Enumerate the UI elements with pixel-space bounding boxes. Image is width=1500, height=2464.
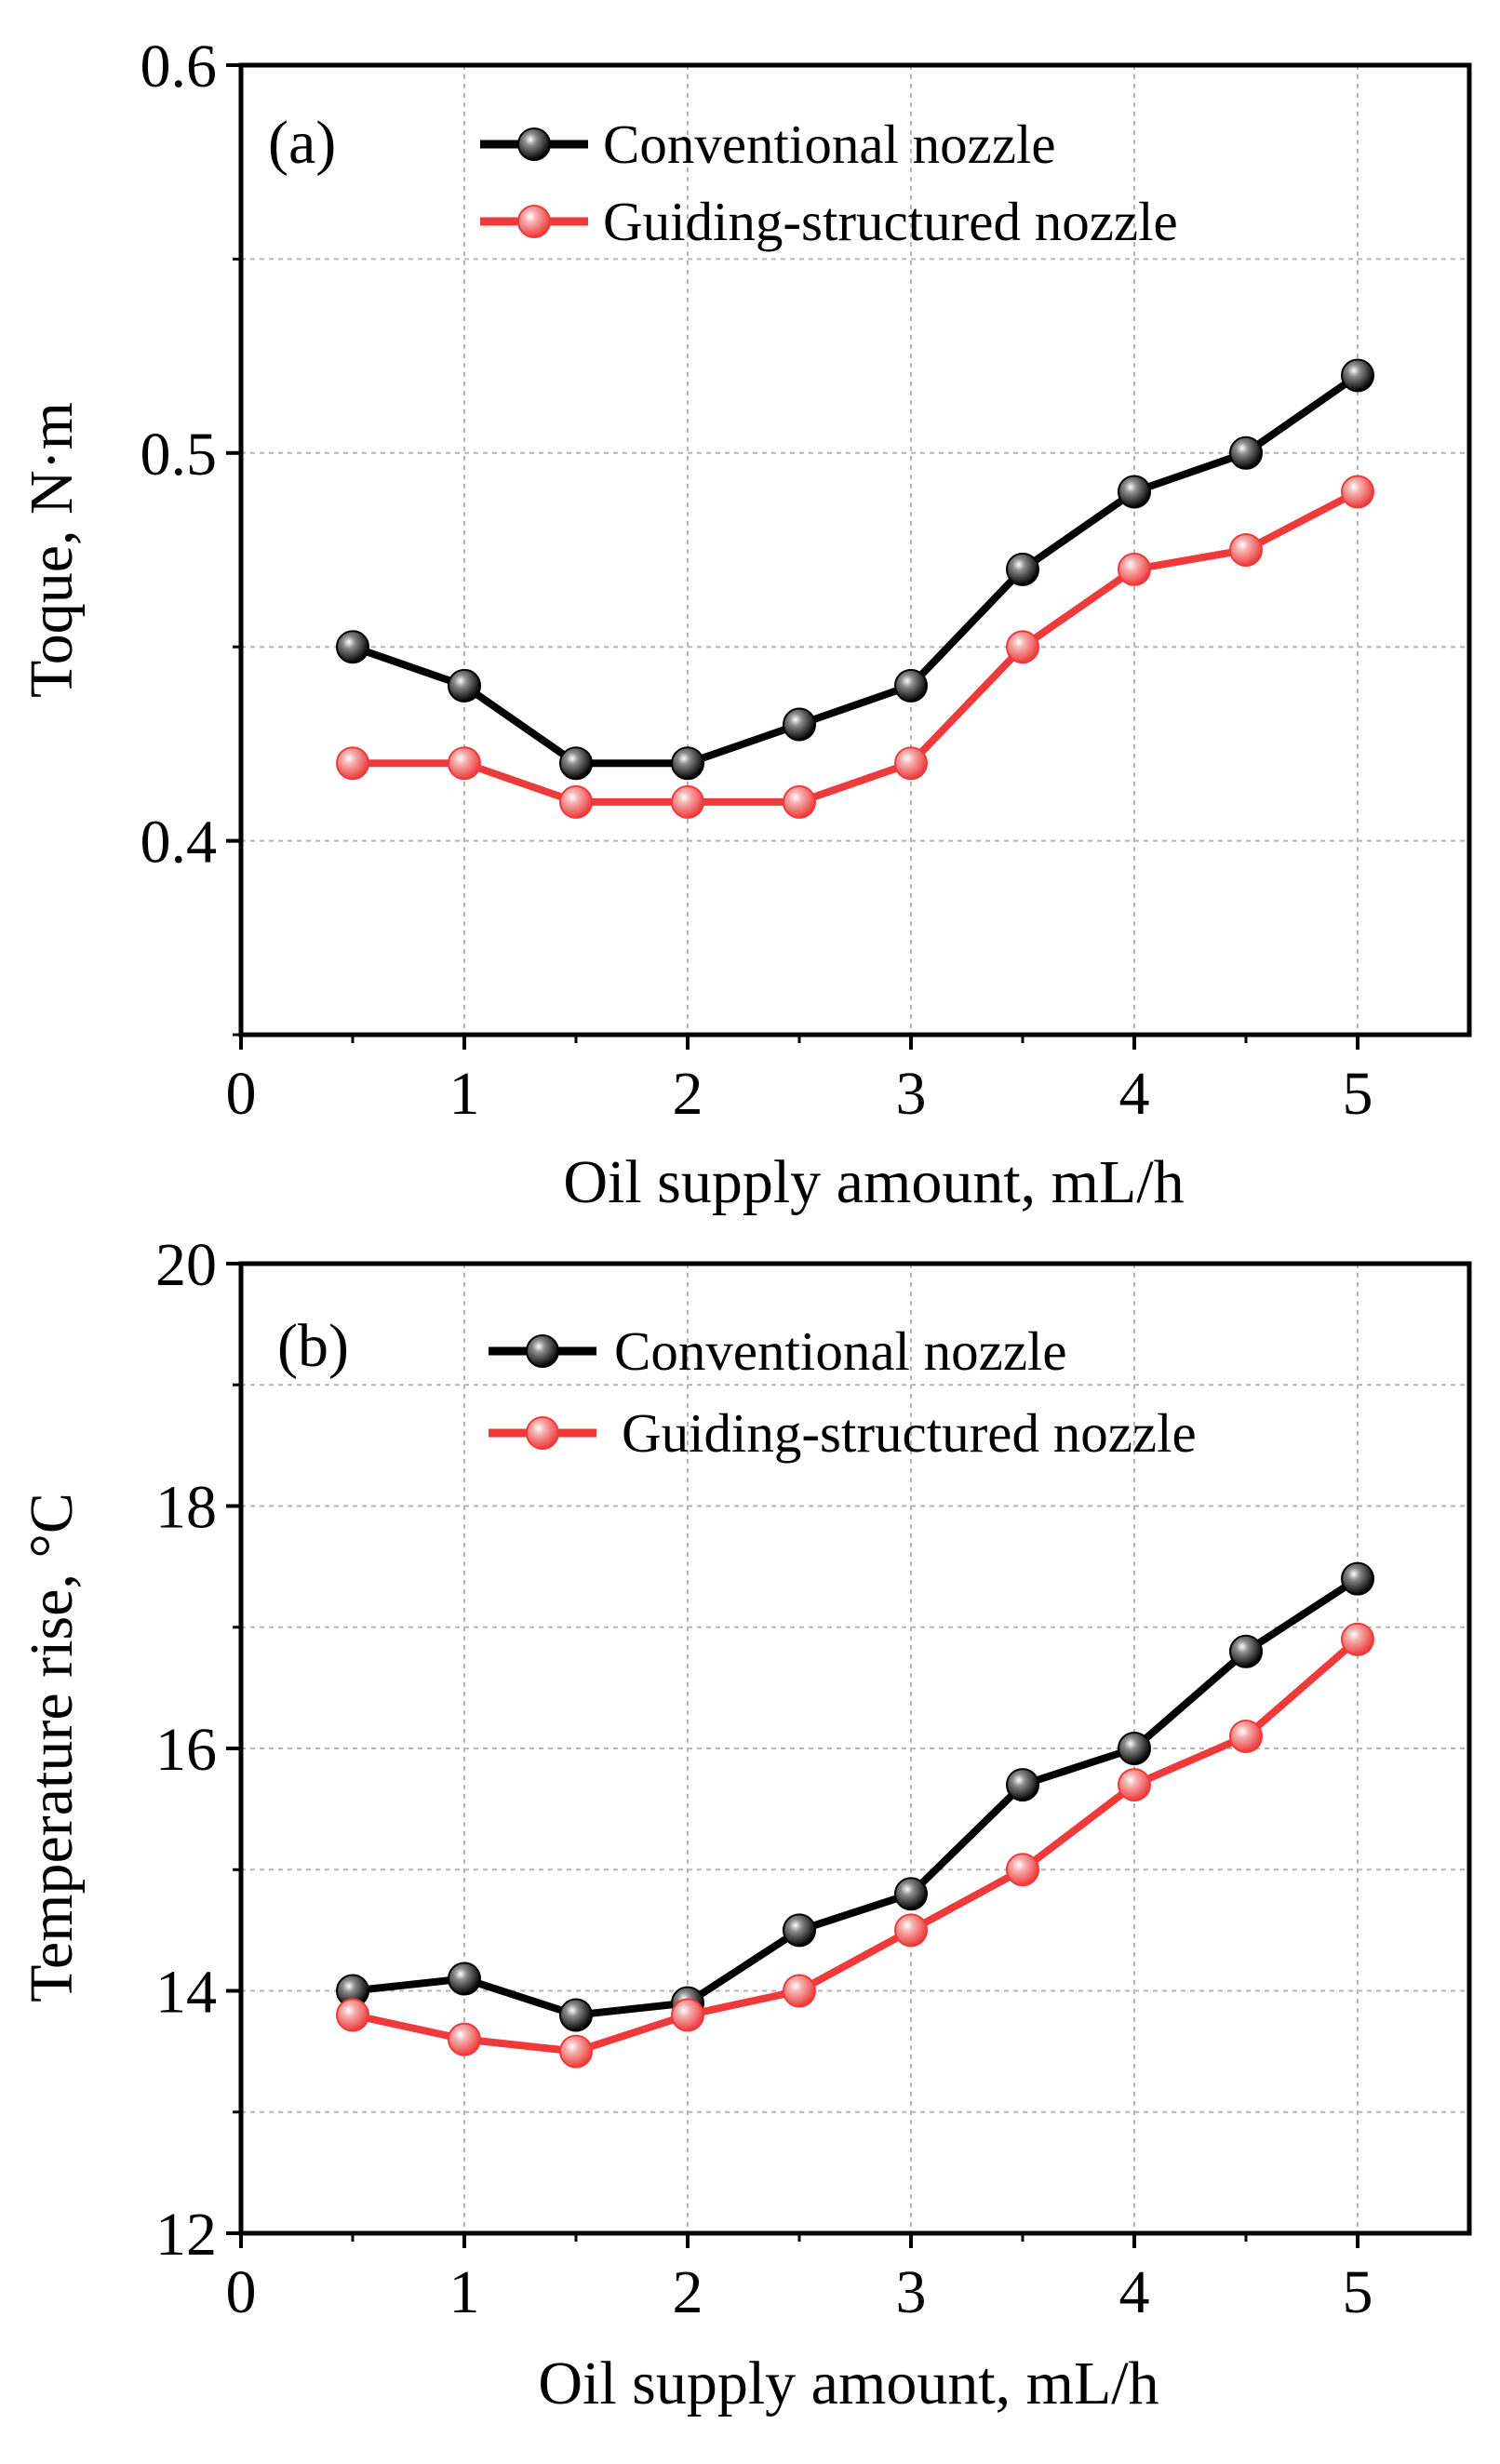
data-point-series-0 xyxy=(1118,475,1151,509)
data-point-series-0 xyxy=(1341,358,1374,393)
data-point-series-0 xyxy=(1006,552,1039,586)
data-point-series-1 xyxy=(894,746,928,781)
y-tick-label: 0.5 xyxy=(141,421,218,489)
data-point-series-1 xyxy=(783,784,816,819)
series-line-1 xyxy=(353,488,1359,806)
panel-a-torque: 0 1 2 3 4 5 0.4 0.5 0.6 (a) Conventional nozzle … xyxy=(18,33,1472,1216)
data-point-series-1 xyxy=(1006,630,1039,664)
data-point-series-1 xyxy=(448,746,481,781)
legend-label: Conventional nozzle xyxy=(614,1320,1067,1382)
data-point-series-1 xyxy=(1341,475,1374,509)
legend-item-guiding-a: Guiding-structured nozzle xyxy=(480,191,1178,252)
x-tick-label: 0 xyxy=(226,2258,257,2326)
data-point-series-1 xyxy=(1118,1768,1151,1802)
data-point-series-0 xyxy=(1341,1561,1374,1596)
x-tick-label: 4 xyxy=(1119,2258,1150,2326)
x-tick-label: 3 xyxy=(896,2258,927,2326)
legend-a: Conventional nozzle Guiding-structured n… xyxy=(480,114,1178,252)
data-point-series-1 xyxy=(559,2034,593,2069)
legend-item-guiding-b: Guiding-structured nozzle xyxy=(489,1402,1197,1464)
y-tick-label: 0.6 xyxy=(141,33,218,100)
y-tick-label: 12 xyxy=(155,2201,217,2269)
data-point-series-1 xyxy=(336,1998,369,2032)
y-tick-label: 16 xyxy=(155,1716,217,1784)
y-tick-label: 0.4 xyxy=(141,809,218,877)
legend-swatch-marker xyxy=(526,1334,559,1368)
data-point-series-0 xyxy=(448,1962,481,1996)
y-tick-label: 14 xyxy=(155,1959,217,2027)
x-tick-label: 1 xyxy=(449,1060,480,1128)
data-point-series-1 xyxy=(671,784,704,819)
data-point-series-0 xyxy=(559,1998,593,2032)
legend-b: Conventional nozzle Guiding-structured n… xyxy=(489,1320,1197,1464)
data-point-series-0 xyxy=(448,668,481,703)
x-tick-label: 5 xyxy=(1343,2258,1373,2326)
x-axis-title-a: Oil supply amount, mL/h xyxy=(563,1148,1184,1216)
legend-label: Guiding-structured nozzle xyxy=(622,1402,1197,1464)
data-point-series-1 xyxy=(448,2022,481,2056)
x-tick-label: 5 xyxy=(1343,1060,1373,1128)
data-point-series-1 xyxy=(1006,1853,1039,1887)
data-point-series-0 xyxy=(1229,435,1263,470)
legend-label: Guiding-structured nozzle xyxy=(603,191,1178,252)
data-point-series-0 xyxy=(336,630,369,664)
data-point-series-0 xyxy=(1229,1634,1263,1668)
panel-label-b: (b) xyxy=(277,1312,349,1380)
data-point-series-0 xyxy=(894,1877,928,1911)
x-tick-label: 2 xyxy=(673,1060,703,1128)
data-point-series-1 xyxy=(1229,1719,1263,1753)
legend-label: Conventional nozzle xyxy=(603,114,1056,175)
legend-swatch-marker xyxy=(517,205,551,238)
data-point-series-0 xyxy=(559,746,593,781)
x-tick-label: 4 xyxy=(1119,1060,1150,1128)
legend-swatch-marker xyxy=(526,1416,559,1450)
data-point-series-0 xyxy=(1006,1768,1039,1802)
series-line-0 xyxy=(351,372,1360,768)
y-axis-title-a: Toque, N·m xyxy=(18,402,86,698)
data-point-series-0 xyxy=(783,707,816,742)
legend-item-conventional-b: Conventional nozzle xyxy=(489,1320,1067,1382)
x-tick-label: 3 xyxy=(896,1060,927,1128)
data-point-series-1 xyxy=(1341,1622,1374,1656)
legend-swatch-marker xyxy=(517,127,551,161)
data-point-series-1 xyxy=(336,746,369,781)
plot-frame-a xyxy=(238,62,1472,1038)
data-point-series-0 xyxy=(1118,1732,1151,1765)
legend-item-conventional-a: Conventional nozzle xyxy=(480,114,1056,175)
y-axis-title-b: Temperature rise, °C xyxy=(18,1493,86,2002)
data-point-series-0 xyxy=(894,668,928,703)
data-point-series-1 xyxy=(1118,552,1151,586)
y-tick-label: 20 xyxy=(155,1231,217,1299)
data-point-series-1 xyxy=(1229,533,1263,567)
series-line-1 xyxy=(352,1636,1360,2056)
data-point-series-1 xyxy=(559,784,593,819)
x-tick-label: 0 xyxy=(226,1060,257,1128)
panel-label-a: (a) xyxy=(268,109,336,177)
x-tick-label: 1 xyxy=(449,2258,480,2326)
data-point-series-1 xyxy=(894,1913,928,1948)
x-axis-title-b: Oil supply amount, mL/h xyxy=(538,2350,1158,2417)
series-line-0 xyxy=(352,1575,1360,2019)
data-point-series-1 xyxy=(671,1998,704,2032)
data-point-series-1 xyxy=(783,1974,816,2008)
x-tick-label: 2 xyxy=(673,2258,703,2326)
data-point-series-0 xyxy=(783,1913,816,1948)
y-tick-label: 18 xyxy=(155,1474,217,1542)
data-point-series-0 xyxy=(671,746,704,781)
